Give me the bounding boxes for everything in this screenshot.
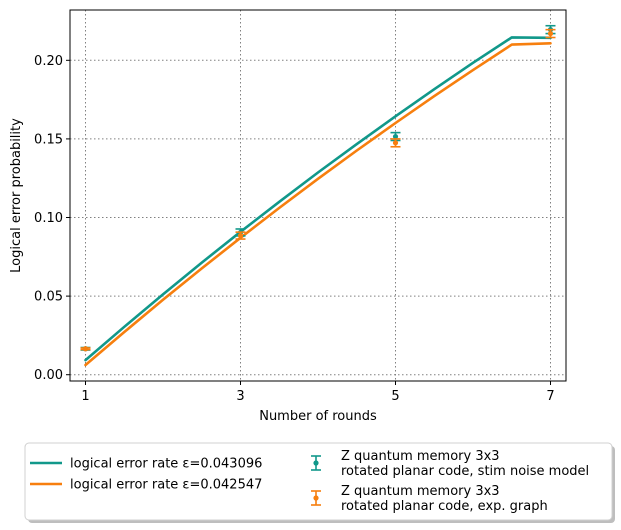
legend-label: Z quantum memory 3x3	[341, 484, 500, 499]
data-point	[237, 232, 244, 239]
legend-box	[24, 442, 613, 521]
legend-label: Z quantum memory 3x3	[341, 449, 500, 464]
legend-items: logical error rate ε=0.043096 logical err…	[30, 449, 589, 514]
x-tick-label: 3	[236, 389, 244, 404]
y-tick-label: 0.20	[34, 54, 63, 69]
data-point	[392, 140, 399, 146]
x-tick-label: 1	[81, 389, 89, 404]
data-point	[547, 30, 554, 37]
fit-line	[84, 36, 552, 362]
legend-label: logical error rate ε=0.042547	[70, 478, 262, 493]
y-tick-label: 0.15	[34, 132, 63, 147]
x-tick-label: 7	[546, 389, 554, 404]
data-point	[392, 133, 399, 140]
plot-frame	[69, 9, 567, 382]
y-tick-label: 0.10	[34, 211, 63, 226]
y-tick-label: 0.00	[34, 368, 63, 383]
tick-layer: 1 3 5 7 0.00 0.05 0.10 0.15 0.20	[34, 54, 555, 404]
y-tick-label: 0.05	[34, 290, 63, 305]
legend-label: rotated planar code, exp. graph	[341, 499, 548, 514]
grid-layer	[70, 10, 566, 381]
fit-lines-layer	[84, 36, 552, 367]
y-axis-label: Logical error probability	[9, 118, 24, 273]
x-tick-label: 5	[391, 389, 399, 404]
legend-point-swatch	[313, 460, 319, 466]
x-axis-label: Number of rounds	[259, 409, 377, 424]
legend: logical error rate ε=0.043096 logical err…	[24, 442, 615, 523]
legend-label: rotated planar code, stim noise model	[341, 464, 589, 479]
legend-point-swatch	[313, 495, 319, 501]
error-bars-layer	[80, 24, 556, 352]
data-point	[82, 346, 89, 352]
fit-line	[84, 42, 552, 367]
legend-label: logical error rate ε=0.043096	[70, 457, 262, 472]
